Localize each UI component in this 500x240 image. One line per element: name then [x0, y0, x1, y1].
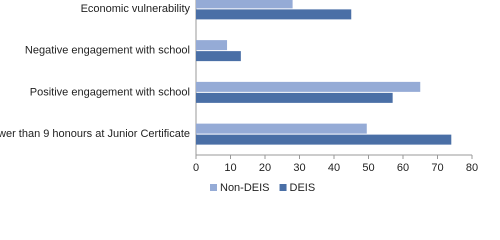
bar — [196, 0, 293, 9]
y-tick-label: Positive engagement with school — [30, 86, 190, 98]
legend-label: Non-DEIS — [220, 182, 270, 194]
x-tick-label: 50 — [362, 162, 374, 174]
bar — [196, 92, 393, 103]
chart: 0 10 20 30 40 50 60 70 80 Economic vulnerability N… — [0, 0, 478, 194]
x-tick-label: 10 — [224, 162, 236, 174]
x-tick-label: 30 — [293, 162, 305, 174]
bar — [196, 134, 452, 145]
x-tick-label: 20 — [259, 162, 271, 174]
x-tick-label: 0 — [193, 162, 199, 174]
bar — [196, 40, 228, 51]
y-tick-label: Negative engagement with school — [25, 45, 190, 57]
x-tick-label: 60 — [397, 162, 409, 174]
legend-label: DEIS — [290, 182, 316, 194]
y-tick-label: Fewer than 9 honours at Junior Certifica… — [0, 128, 190, 140]
bar — [196, 51, 241, 62]
bar — [196, 81, 421, 92]
x-tick-label: 40 — [328, 162, 340, 174]
bar — [196, 123, 367, 134]
x-tick-label: 70 — [431, 162, 443, 174]
legend-swatch — [210, 184, 217, 191]
legend-swatch — [279, 184, 287, 191]
x-tick-label: 80 — [466, 162, 478, 174]
bar — [196, 9, 352, 20]
y-tick-label: Economic vulnerability — [81, 3, 191, 15]
